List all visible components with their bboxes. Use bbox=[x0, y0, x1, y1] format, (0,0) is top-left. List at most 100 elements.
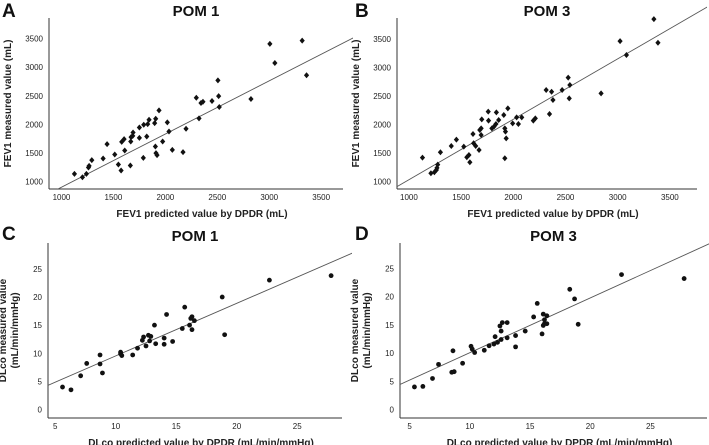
data-point bbox=[153, 341, 159, 347]
data-point bbox=[544, 313, 550, 319]
data-point bbox=[86, 162, 92, 169]
panel-b: B POM 3 1000 1500 2000 2500 3000 3500 1000 1500 20… bbox=[351, 1, 707, 220]
data-point bbox=[436, 361, 441, 367]
y-tick-label: 0 bbox=[38, 406, 43, 415]
data-point bbox=[112, 151, 118, 158]
y-tick-label: 1500 bbox=[25, 149, 43, 158]
x-tick-label: 5 bbox=[53, 422, 58, 431]
x-tick-label: 3500 bbox=[312, 193, 330, 202]
data-point bbox=[565, 74, 571, 81]
data-point bbox=[469, 346, 475, 352]
data-point bbox=[160, 138, 166, 145]
data-point bbox=[153, 115, 159, 122]
data-point bbox=[655, 39, 661, 46]
data-point bbox=[464, 154, 470, 161]
data-point bbox=[515, 120, 521, 127]
data-point bbox=[493, 120, 499, 127]
data-point bbox=[100, 370, 105, 376]
data-point bbox=[156, 107, 162, 114]
data-point bbox=[182, 304, 188, 310]
y-tick-label: 3500 bbox=[25, 35, 43, 44]
data-point bbox=[485, 117, 492, 124]
data-point bbox=[141, 334, 146, 340]
x-tick-label: 2000 bbox=[504, 193, 522, 202]
y-tick-label: 3500 bbox=[373, 35, 391, 44]
x-tick-label: 10 bbox=[465, 422, 474, 431]
y-tick-label: 25 bbox=[33, 265, 42, 274]
y-axis-title: DLco measured value bbox=[350, 278, 361, 382]
data-point bbox=[272, 59, 278, 66]
data-point bbox=[78, 373, 84, 379]
data-point bbox=[451, 369, 457, 375]
data-point bbox=[534, 301, 540, 306]
data-point bbox=[510, 120, 516, 127]
data-point bbox=[141, 121, 147, 128]
x-tick-label: 20 bbox=[232, 422, 241, 431]
data-point bbox=[161, 335, 167, 341]
data-point bbox=[495, 339, 500, 345]
panel-title: POM 1 bbox=[172, 228, 219, 245]
y-tick-label: 5 bbox=[38, 377, 43, 386]
y-tick-label: 20 bbox=[385, 293, 394, 302]
data-point bbox=[60, 384, 65, 390]
y-tick-label: 5 bbox=[390, 377, 395, 386]
data-point bbox=[566, 95, 572, 102]
data-point bbox=[146, 116, 152, 123]
data-point bbox=[681, 276, 687, 281]
data-point bbox=[548, 88, 555, 95]
y-axis-title: DLco measured value bbox=[0, 278, 9, 382]
panel-label: B bbox=[355, 1, 369, 22]
y-tick-label: 2000 bbox=[373, 121, 391, 130]
y-tick-label: 1000 bbox=[25, 178, 43, 187]
data-point bbox=[299, 37, 305, 44]
data-point bbox=[476, 146, 482, 153]
data-point bbox=[505, 105, 511, 112]
data-point bbox=[575, 321, 581, 327]
data-point bbox=[419, 154, 426, 161]
x-axis-title: DLco predicted value by DPDR (mL/min/mmH… bbox=[447, 438, 673, 445]
panel-title: POM 3 bbox=[524, 3, 571, 20]
y-tick-label: 2000 bbox=[25, 120, 43, 129]
data-point bbox=[248, 96, 254, 103]
data-point bbox=[448, 142, 454, 149]
data-point bbox=[514, 114, 520, 121]
data-point bbox=[303, 72, 310, 79]
data-point bbox=[200, 98, 206, 105]
data-point bbox=[479, 116, 485, 123]
data-point bbox=[143, 343, 149, 349]
data-point bbox=[104, 141, 110, 148]
data-point bbox=[467, 159, 473, 166]
y-axis-title: FEV1 measured value (mL) bbox=[3, 40, 14, 168]
y-tick-label: 1000 bbox=[373, 178, 391, 187]
data-point bbox=[135, 345, 140, 351]
data-point bbox=[147, 338, 153, 344]
data-point bbox=[119, 353, 125, 358]
x-tick-label: 20 bbox=[586, 422, 595, 431]
data-point bbox=[166, 128, 172, 135]
y-axis-title: FEV1 measured value (mL) bbox=[351, 40, 362, 168]
data-point bbox=[623, 52, 630, 59]
data-point bbox=[136, 124, 142, 131]
y-tick-label: 3000 bbox=[25, 63, 43, 72]
data-point bbox=[540, 311, 546, 317]
data-point bbox=[84, 361, 90, 366]
data-point bbox=[550, 97, 556, 104]
x-tick-label: 3000 bbox=[609, 193, 627, 202]
y-tick-label: 1500 bbox=[373, 149, 391, 158]
data-point bbox=[144, 133, 150, 140]
data-point bbox=[148, 334, 154, 339]
x-tick-label: 1500 bbox=[452, 193, 470, 202]
x-axis-title: FEV1 predicted value by DPDR (mL) bbox=[116, 209, 287, 220]
data-point bbox=[428, 170, 434, 177]
data-point bbox=[164, 312, 169, 317]
data-point bbox=[489, 125, 495, 132]
y-tick-label: 10 bbox=[385, 349, 394, 358]
y-axis-title: (mL/min/mmHg) bbox=[10, 292, 21, 368]
data-point bbox=[128, 138, 134, 145]
data-point bbox=[187, 322, 192, 328]
data-point bbox=[491, 341, 497, 347]
data-point bbox=[68, 387, 74, 393]
data-point bbox=[83, 170, 89, 177]
data-point bbox=[472, 350, 478, 355]
data-point bbox=[328, 273, 334, 279]
